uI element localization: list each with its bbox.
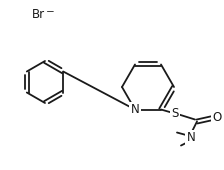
Text: N: N bbox=[131, 103, 139, 116]
Text: Br: Br bbox=[32, 8, 45, 21]
Text: N: N bbox=[187, 131, 195, 144]
Text: O: O bbox=[212, 111, 222, 124]
Text: −: − bbox=[46, 7, 55, 17]
Text: S: S bbox=[171, 107, 179, 120]
